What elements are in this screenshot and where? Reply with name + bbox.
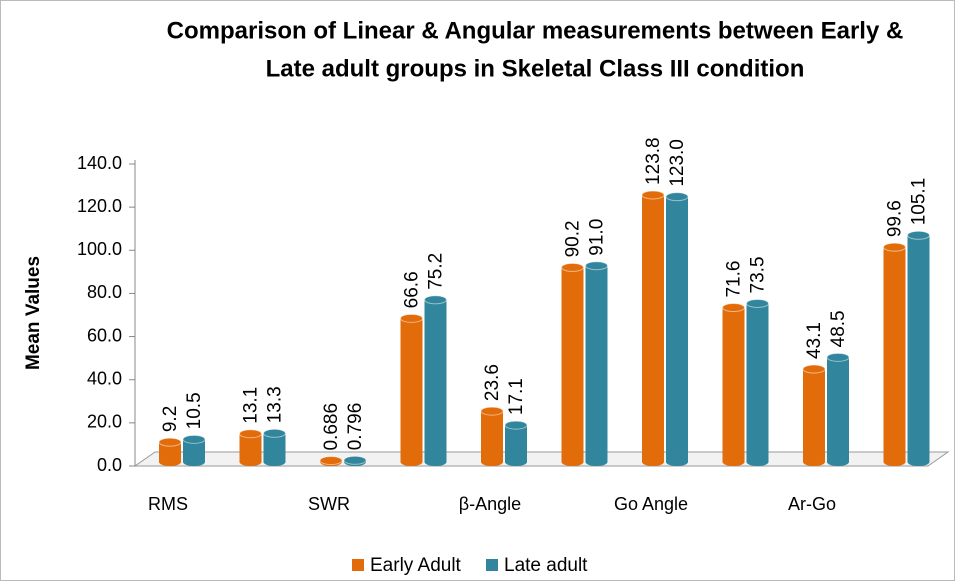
y-tick-label: 0.0 [97, 455, 122, 475]
bar [481, 411, 503, 466]
value-label: 99.6 [885, 200, 906, 237]
value-label: 123.8 [643, 137, 664, 185]
bar [883, 247, 906, 466]
bar-top [802, 364, 826, 374]
bar-top [722, 303, 745, 313]
legend-swatch [486, 559, 498, 571]
value-label: 10.5 [184, 392, 205, 429]
value-label: 13.1 [241, 387, 262, 424]
y-tick-label: 140.0 [77, 153, 122, 173]
bar-top [480, 406, 504, 416]
value-label: 43.1 [804, 322, 825, 359]
value-label: 66.6 [402, 271, 423, 308]
bar-top [826, 352, 850, 362]
value-label: 91.0 [587, 219, 608, 256]
bar [400, 318, 423, 466]
bar-top [561, 262, 584, 272]
legend-label: Early Adult [370, 555, 462, 576]
bar [239, 433, 262, 466]
chart-title: Comparison of Linear & Angular measureme… [167, 17, 904, 44]
bar-top [504, 420, 528, 430]
value-label: 0.796 [345, 403, 366, 451]
bar [183, 439, 205, 466]
bar-top [239, 429, 262, 439]
bar-top [907, 230, 930, 240]
legend-label: Late adult [504, 555, 588, 576]
value-label: 48.5 [828, 310, 849, 347]
value-label: 13.3 [265, 386, 286, 423]
value-label: 23.6 [482, 364, 503, 401]
bar [642, 194, 664, 466]
x-tick-label: SWR [308, 494, 350, 514]
y-tick-label: 80.0 [87, 282, 122, 302]
bar [263, 433, 286, 466]
bar-top [883, 242, 906, 252]
bar [666, 196, 688, 466]
bar-top [400, 313, 423, 323]
value-label: 75.2 [426, 253, 447, 290]
y-tick-label: 40.0 [87, 368, 122, 388]
bar [505, 425, 527, 466]
bar-top [343, 455, 367, 465]
bar-top [665, 192, 689, 202]
value-label: 73.5 [748, 256, 769, 293]
bar-top [641, 190, 665, 200]
chart-title: Late adult groups in Skeletal Class III … [266, 55, 805, 82]
y-tick-label: 60.0 [87, 325, 122, 345]
y-tick-label: 100.0 [77, 239, 122, 259]
bar [746, 303, 769, 466]
bar [585, 265, 608, 466]
x-tick-label: RMS [148, 494, 188, 514]
y-tick-label: 120.0 [77, 196, 122, 216]
value-label: 105.1 [909, 178, 930, 226]
legend-swatch [352, 559, 364, 571]
value-label: 71.6 [724, 261, 745, 298]
y-axis-label: Mean Values [23, 256, 44, 370]
value-label: 17.1 [506, 378, 527, 415]
bar [722, 307, 745, 466]
value-label: 123.0 [667, 139, 688, 187]
y-tick-label: 20.0 [87, 412, 122, 432]
bar-top [585, 261, 608, 271]
bar-top [263, 428, 286, 438]
bar [907, 235, 930, 466]
bar-top [319, 456, 343, 466]
value-label: 9.2 [160, 406, 181, 432]
x-tick-label: Ar-Go [788, 494, 836, 514]
bar [827, 357, 849, 466]
bar [803, 369, 825, 466]
bar-top [158, 437, 182, 447]
bar [561, 267, 584, 466]
bar [424, 299, 447, 466]
x-tick-label: Go Angle [614, 494, 688, 514]
bar-top [746, 298, 769, 308]
bar-top [424, 295, 447, 305]
value-label: 90.2 [563, 220, 584, 257]
bar [159, 442, 181, 466]
value-label: 0.686 [321, 403, 342, 451]
bar-top [182, 434, 206, 444]
x-tick-label: β-Angle [459, 494, 521, 514]
